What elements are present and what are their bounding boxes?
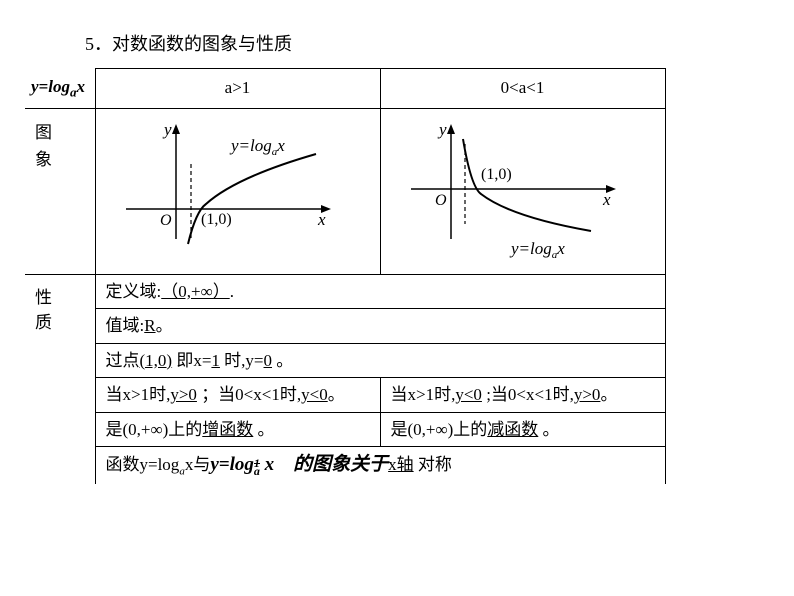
range-label: 值域: — [106, 316, 145, 335]
log-graph-increasing: y x O (1,0) y=logax — [96, 109, 381, 269]
symmetry-row: 函数y=logax与y=log1a x 的图象关于x轴 对称 — [25, 447, 665, 484]
text: 。 — [328, 385, 345, 404]
section-title: 5．对数函数的图象与性质 — [85, 30, 769, 56]
text: 。 — [600, 385, 617, 404]
range-cell: 值域:R。 — [95, 309, 665, 344]
text: 。 — [543, 420, 560, 439]
point-1-0: (1,0) — [481, 166, 512, 183]
props-row-label: 性质 — [25, 274, 95, 484]
text: 。 — [156, 316, 173, 335]
symmetry-cell: 函数y=logax与y=log1a x 的图象关于x轴 对称 — [95, 447, 665, 484]
text: 是(0,+∞)上的 — [391, 420, 488, 439]
text: 即x= — [176, 351, 211, 370]
curve-label: y=logax — [229, 136, 285, 158]
text: 。 — [276, 351, 293, 370]
domain-row: 性质 定义域:（0,+∞）. — [25, 274, 665, 309]
mono-right-cell: 是(0,+∞)上的减函数 。 — [380, 412, 665, 447]
monotone-row: 是(0,+∞)上的增函数 。 是(0,+∞)上的减函数 。 — [25, 412, 665, 447]
domain-cell: 定义域:（0,+∞）. — [95, 274, 665, 309]
x-axis-label: x — [602, 190, 611, 209]
sign-left-cell: 当x>1时,y>0 ；当0<x<1时,y<0。 — [95, 378, 380, 413]
y-gt-0: y>0 — [170, 385, 197, 404]
frac-bot: a — [254, 463, 260, 478]
y-gt-0: y>0 — [574, 385, 601, 404]
text: 是(0,+∞)上的 — [106, 420, 203, 439]
properties-table: y=logax a>1 0<a<1 图象 y x O — [25, 68, 666, 484]
text: 函数y=log — [106, 455, 180, 474]
curve-label: y=logax — [509, 239, 565, 261]
mono-left-cell: 是(0,+∞)上的增函数 。 — [95, 412, 380, 447]
graph-row: 图象 y x O (1,0) y=logax — [25, 108, 665, 274]
log-graph-decreasing: y x O (1,0) y=logax — [381, 109, 666, 269]
log-formula: y=logax — [31, 77, 85, 96]
text: 。 — [258, 420, 275, 439]
origin-label: O — [435, 192, 447, 209]
col-a-lt-1: 0<a<1 — [380, 69, 665, 109]
text: 时,y= — [224, 351, 263, 370]
decreasing: 减函数 — [487, 420, 538, 439]
point-cell: 过点(1,0) 即x=1 时,y=0 。 — [95, 343, 665, 378]
text: x与 — [185, 455, 211, 474]
point-1-0: (1,0) — [201, 211, 232, 228]
domain-label: 定义域: — [106, 282, 162, 301]
text: 过点 — [106, 351, 140, 370]
range-row: 值域:R。 — [25, 309, 665, 344]
col-a-gt-1: a>1 — [95, 69, 380, 109]
text: . — [230, 282, 234, 301]
text: x 的图象关于 — [265, 454, 389, 475]
graph-a-gt-1: y x O (1,0) y=logax — [95, 108, 380, 274]
domain-value: （0,+∞） — [161, 282, 229, 301]
text: ;当0<x<1时, — [486, 385, 574, 404]
x-axis: x轴 — [388, 455, 414, 474]
sign-right-cell: 当x>1时,y<0 ;当0<x<1时,y>0。 — [380, 378, 665, 413]
y-axis-label: y — [437, 120, 447, 139]
point-value: (1,0) — [140, 351, 173, 370]
graph-a-lt-1: y x O (1,0) y=logax — [380, 108, 665, 274]
text: ；当0<x<1时, — [201, 385, 301, 404]
y-axis-label: y — [162, 120, 172, 139]
origin-label: O — [160, 212, 172, 229]
x-value: 1 — [211, 351, 220, 370]
sign-row: 当x>1时,y>0 ；当0<x<1时,y<0。 当x>1时,y<0 ;当0<x<… — [25, 378, 665, 413]
y-lt-0: y<0 — [301, 385, 328, 404]
text: 当x>1时, — [106, 385, 171, 404]
graph-row-label: 图象 — [25, 108, 95, 274]
text: 对称 — [418, 455, 452, 474]
text: 当x>1时, — [391, 385, 456, 404]
range-value: R — [144, 316, 155, 335]
table-header-row: y=logax a>1 0<a<1 — [25, 69, 665, 109]
y-value: 0 — [264, 351, 273, 370]
increasing: 增函数 — [202, 420, 253, 439]
point-row: 过点(1,0) 即x=1 时,y=0 。 — [25, 343, 665, 378]
y-lt-0: y<0 — [455, 385, 482, 404]
formula-cell: y=logax — [25, 69, 95, 109]
x-axis-label: x — [317, 210, 326, 229]
text: y=log — [210, 454, 254, 475]
